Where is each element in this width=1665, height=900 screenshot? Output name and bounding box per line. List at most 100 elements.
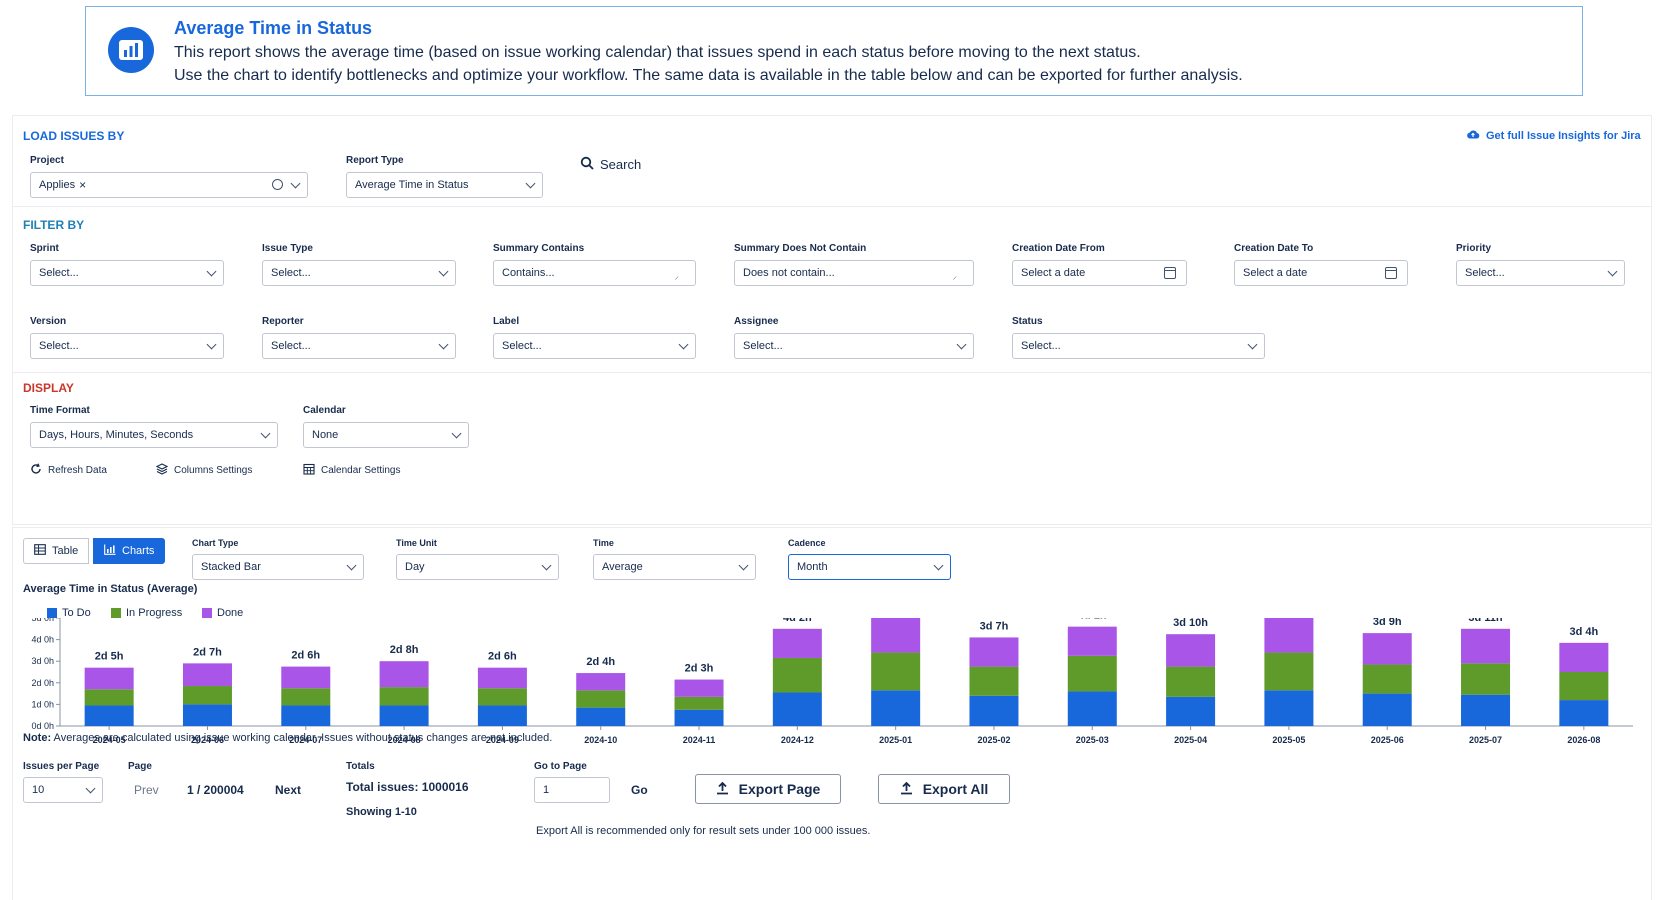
summary-not-contains-input[interactable]: Does not contain... ⸝ — [734, 260, 974, 286]
bar-segment-done — [576, 673, 626, 691]
page-indicator: 1 / 200004 — [187, 783, 244, 797]
status-select[interactable]: Select... — [1012, 333, 1265, 359]
x-tick-label: 2024-07 — [289, 735, 322, 745]
columns-settings-button[interactable]: Columns Settings — [155, 463, 253, 478]
banner-description-line2: Use the chart to identify bottlenecks an… — [174, 67, 1243, 84]
cadence-value: Month — [797, 561, 828, 573]
upload-icon — [716, 781, 729, 798]
chevron-down-icon — [438, 339, 449, 350]
time-format-select[interactable]: Days, Hours, Minutes, Seconds — [30, 422, 278, 448]
per-page-value: 10 — [32, 784, 45, 796]
time-format-label: Time Format — [30, 405, 90, 416]
chart-type-select[interactable]: Stacked Bar — [192, 554, 364, 580]
bar-segment-to-do — [84, 705, 134, 726]
legend-todo[interactable]: To Do — [47, 607, 91, 619]
sprint-select[interactable]: Select... — [30, 260, 224, 286]
get-full-insights-link[interactable]: Get full Issue Insights for Jira — [1466, 129, 1641, 142]
columns-settings-label: Columns Settings — [174, 465, 253, 476]
per-page-select[interactable]: 10 — [23, 777, 103, 803]
legend-swatch-done — [202, 608, 212, 618]
sprint-label: Sprint — [30, 243, 59, 254]
priority-select[interactable]: Select... — [1456, 260, 1625, 286]
display-section-title: DISPLAY — [23, 381, 74, 395]
calendar-value: None — [312, 429, 339, 441]
search-button[interactable]: Search — [580, 156, 641, 173]
time-label: Time — [593, 538, 614, 548]
bar-segment-in-progress — [576, 690, 626, 708]
x-tick-label: 2024-12 — [781, 735, 814, 745]
calendar-settings-label: Calendar Settings — [321, 465, 401, 476]
cadence-label: Cadence — [788, 538, 826, 548]
bar-total-label: 2d 6h — [291, 650, 320, 662]
chart-note: Note: Averages are calculated using issu… — [23, 732, 552, 744]
time-unit-select[interactable]: Day — [396, 554, 559, 580]
y-tick-label: 3d 0h — [31, 656, 54, 666]
label-select[interactable]: Select... — [493, 333, 696, 359]
chevron-down-icon — [525, 178, 536, 189]
prev-button[interactable]: Prev — [134, 783, 159, 797]
chevron-down-icon — [738, 560, 749, 571]
y-tick-label: 1d 0h — [31, 699, 54, 709]
export-note: Export All is recommended only for resul… — [536, 825, 871, 837]
bar-total-label: 3d 11h — [1468, 618, 1503, 624]
divider — [13, 206, 1651, 207]
bar-total-label: 3d 9h — [1373, 618, 1402, 628]
creation-to-date[interactable]: Select a date — [1234, 260, 1408, 286]
bar-segment-in-progress — [477, 688, 527, 706]
chevron-down-icon — [206, 339, 217, 350]
x-tick-label: 2024-06 — [191, 735, 224, 745]
note-text: Averages are calculated using issue work… — [51, 732, 553, 744]
clear-icon[interactable] — [272, 179, 283, 190]
x-tick-label: 2025-07 — [1469, 735, 1502, 745]
project-select[interactable]: Applies × — [30, 172, 308, 198]
bar-segment-to-do — [772, 692, 822, 726]
calendar-settings-button[interactable]: Calendar Settings — [303, 463, 401, 478]
creation-from-date[interactable]: Select a date — [1012, 260, 1187, 286]
refresh-icon — [30, 463, 42, 478]
bar-segment-in-progress — [1264, 652, 1314, 691]
bar-segment-to-do — [1461, 694, 1511, 726]
calendar-icon[interactable] — [1385, 267, 1397, 279]
cadence-select[interactable]: Month — [788, 554, 951, 580]
project-remove-icon[interactable]: × — [79, 178, 87, 192]
refresh-data-button[interactable]: Refresh Data — [30, 463, 107, 478]
export-page-button[interactable]: Export Page — [695, 774, 841, 804]
go-button[interactable]: Go — [631, 783, 648, 797]
reporter-select[interactable]: Select... — [262, 333, 456, 359]
issue-type-select[interactable]: Select... — [262, 260, 456, 286]
creation-from-value: Select a date — [1021, 267, 1086, 279]
chevron-down-icon — [290, 178, 301, 189]
bar-segment-in-progress — [1067, 655, 1117, 692]
chevron-down-icon — [1607, 266, 1618, 277]
tab-charts[interactable]: Charts — [93, 538, 166, 564]
legend-done-label: Done — [217, 607, 244, 619]
calendar-select[interactable]: None — [303, 422, 469, 448]
goto-page-input[interactable]: 1 — [534, 777, 610, 803]
chart-type-value: Stacked Bar — [201, 561, 261, 573]
tab-table[interactable]: Table — [23, 538, 90, 564]
tab-charts-label: Charts — [122, 545, 155, 557]
showing-range: Showing 1-10 — [346, 806, 417, 818]
summary-contains-input[interactable]: Contains... ⸝ — [493, 260, 696, 286]
next-button[interactable]: Next — [275, 783, 302, 797]
bar-segment-done — [281, 666, 331, 689]
export-all-button[interactable]: Export All — [878, 774, 1010, 804]
time-select[interactable]: Average — [593, 554, 756, 580]
report-type-select[interactable]: Average Time in Status — [346, 172, 543, 198]
chevron-down-icon — [956, 339, 967, 350]
project-label: Project — [30, 155, 64, 166]
bar-total-label: 2d 6h — [488, 651, 517, 663]
bar-total-label: 3d 7h — [980, 620, 1009, 632]
summary-not-contains-value: Does not contain... — [743, 267, 835, 279]
calendar-icon[interactable] — [1164, 267, 1176, 279]
bar-total-label: 4d 2h — [783, 618, 812, 624]
legend-done[interactable]: Done — [202, 607, 243, 619]
bar-segment-in-progress — [84, 689, 134, 706]
chevron-down-icon — [85, 783, 96, 794]
version-select[interactable]: Select... — [30, 333, 224, 359]
chevron-down-icon — [451, 428, 462, 439]
assignee-select[interactable]: Select... — [734, 333, 974, 359]
legend-in-progress[interactable]: In Progress — [111, 607, 182, 619]
issue-type-label: Issue Type — [262, 243, 313, 254]
chevron-down-icon — [678, 339, 689, 350]
